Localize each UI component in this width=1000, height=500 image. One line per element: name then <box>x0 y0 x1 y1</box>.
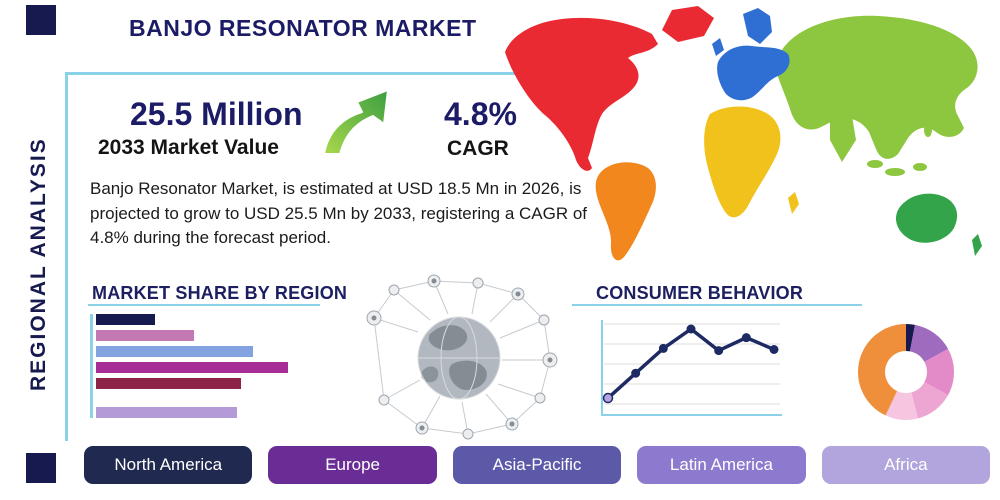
map-japan <box>946 58 959 88</box>
map-africa <box>704 106 781 218</box>
network-node-dots <box>371 278 553 431</box>
map-australia <box>895 193 958 243</box>
donut-slice-1 <box>906 324 915 352</box>
market-share-underline <box>88 304 320 306</box>
globe-continent <box>428 325 468 351</box>
region-button-europe[interactable]: Europe <box>268 446 437 484</box>
data-point-1 <box>602 392 614 404</box>
map-europe <box>717 45 790 101</box>
market-description: Banjo Resonator Market, is estimated at … <box>90 179 588 248</box>
bar-segment-1 <box>96 314 155 325</box>
map-island <box>913 163 927 171</box>
map-greenland <box>662 6 714 42</box>
map-india <box>830 116 856 162</box>
donut-slice-5 <box>885 391 918 420</box>
region-button-latin-america[interactable]: Latin America <box>637 446 806 484</box>
consumer-behavior-heading: CONSUMER BEHAVIOR <box>596 283 804 303</box>
donut-slice-6 <box>858 324 906 416</box>
data-point-7 <box>769 345 779 354</box>
map-southeast-asia-islands <box>867 123 932 176</box>
map-asia <box>774 15 978 159</box>
world-map <box>505 6 982 261</box>
panel-top-border <box>65 72 621 75</box>
region-buttons: North America Europe Asia-Pacific Latin … <box>84 446 991 484</box>
bar-segment-6 <box>96 407 237 418</box>
corner-square-top <box>26 5 56 35</box>
map-scandinavia <box>743 8 772 44</box>
map-uk <box>712 38 724 56</box>
map-island <box>924 123 932 137</box>
globe-continent <box>449 360 487 390</box>
line-chart <box>601 320 782 416</box>
bar-segment-2 <box>96 330 194 341</box>
region-button-asia-pacific[interactable]: Asia-Pacific <box>452 446 622 484</box>
side-label-regional-analysis: REGIONAL ANALYSIS <box>27 137 50 391</box>
donut-chart <box>858 324 954 420</box>
map-south-america <box>595 162 656 261</box>
globe-continent <box>421 366 439 383</box>
market-value-label: 2033 Market Value <box>98 136 279 159</box>
panel-left-border <box>65 72 68 441</box>
data-point-5 <box>714 346 724 356</box>
consumer-behavior-underline <box>572 304 862 306</box>
page-title: BANJO RESONATOR MARKET <box>129 15 477 41</box>
corner-square-bottom <box>26 453 56 483</box>
donut-slice-2 <box>909 324 949 362</box>
bar-chart <box>90 314 288 418</box>
data-point-3 <box>658 343 668 353</box>
bar-segment-5 <box>96 378 241 389</box>
map-madagascar <box>788 192 799 214</box>
region-button-africa[interactable]: Africa <box>821 446 991 484</box>
map-north-america <box>505 17 658 171</box>
data-point-4 <box>686 324 696 334</box>
donut-slice-4 <box>911 382 949 419</box>
growth-arrow-icon <box>323 89 389 155</box>
market-share-heading: MARKET SHARE BY REGION <box>92 283 348 303</box>
map-new-zealand <box>972 234 982 256</box>
map-island <box>867 160 883 168</box>
data-point-6 <box>741 333 751 343</box>
cagr-label: CAGR <box>447 137 509 160</box>
market-value-stat: 25.5 Million <box>130 96 303 132</box>
donut-slice-3 <box>924 348 954 396</box>
cagr-stat: 4.8% <box>444 96 517 132</box>
region-button-north-america[interactable]: North America <box>84 446 253 484</box>
data-point-2 <box>631 368 641 378</box>
bar-segment-3 <box>96 346 253 357</box>
globe-network-graphic <box>366 274 558 440</box>
map-island <box>885 168 905 176</box>
bar-segment-4 <box>96 362 288 373</box>
